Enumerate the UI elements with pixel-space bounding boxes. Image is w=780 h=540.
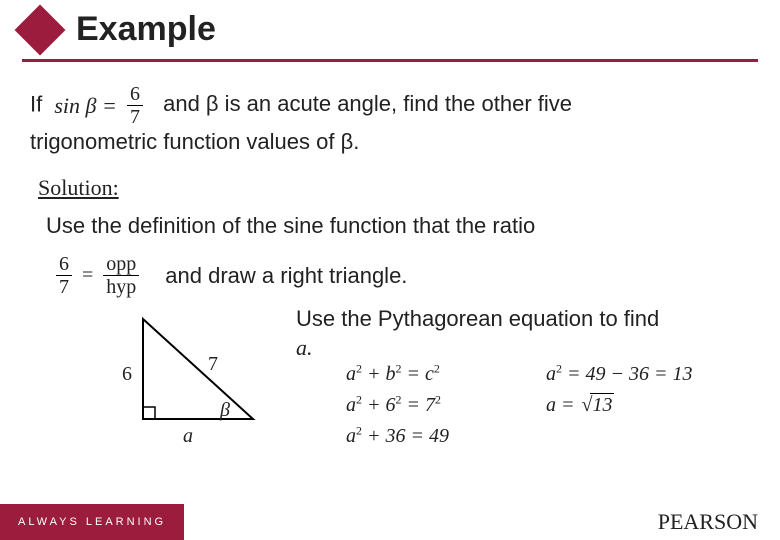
footer-brand: PEARSON — [658, 509, 780, 535]
tri-side-hyp: 7 — [208, 351, 218, 378]
eq-c2-0: a2 = 49 − 36 = 13 — [546, 359, 693, 390]
pyth-line2: a. — [296, 335, 313, 360]
sin-fraction: 6 7 — [127, 84, 143, 127]
triangle-svg — [128, 309, 268, 449]
brand-diamond-icon — [15, 4, 66, 55]
solution-label: Solution: — [38, 175, 750, 201]
equations-col2: a2 = 49 − 36 = 13 a = 13 — [546, 359, 693, 421]
equations-col1: a2 + b2 = c2 a2 + 62 = 72 a2 + 36 = 49 — [346, 359, 449, 452]
eq-c1-1: a2 + 62 = 72 — [346, 390, 449, 421]
solution-line1: Use the definition of the sine function … — [46, 211, 750, 241]
ratio-left: 6 7 — [56, 254, 72, 297]
solution-body: Use the definition of the sine function … — [46, 211, 750, 464]
slide-footer: ALWAYS LEARNING PEARSON — [0, 504, 780, 540]
problem-rest1: and β is an acute angle, find the other … — [163, 91, 572, 116]
problem-rest2: trigonometric function values of β. — [30, 129, 359, 154]
tri-angle: β — [220, 397, 230, 424]
ratio-row: 6 7 = opp hyp and draw a right triangle. — [52, 254, 750, 297]
pythagorean-text: Use the Pythagorean equation to find a. — [296, 305, 659, 362]
slide-header: Example — [0, 0, 780, 55]
tri-base: a — [183, 423, 193, 450]
pyth-line1: Use the Pythagorean equation to find — [296, 306, 659, 331]
slide-content: If sin β = 6 7 and β is an acute angle, … — [0, 62, 780, 463]
problem-statement: If sin β = 6 7 and β is an acute angle, … — [30, 84, 750, 157]
sin-num: 6 — [127, 84, 143, 106]
footer-tagline: ALWAYS LEARNING — [0, 504, 184, 540]
triangle-row: 6 7 β a Use the Pythagorean equation to … — [46, 303, 750, 463]
ratio-right: opp hyp — [103, 254, 139, 297]
eq-c2-1: a = 13 — [546, 390, 693, 421]
sin-den: 7 — [127, 106, 143, 127]
problem-prefix: If — [30, 91, 42, 116]
solution-line2: and draw a right triangle. — [165, 261, 407, 291]
ratio-eq: = — [82, 262, 93, 289]
right-triangle: 6 7 β a — [128, 309, 268, 457]
slide-title: Example — [76, 10, 216, 49]
eq-c1-2: a2 + 36 = 49 — [346, 421, 449, 452]
eq-c1-0: a2 + b2 = c2 — [346, 359, 449, 390]
tri-side-v: 6 — [122, 361, 132, 388]
sin-lhs: sin β = — [54, 91, 116, 121]
